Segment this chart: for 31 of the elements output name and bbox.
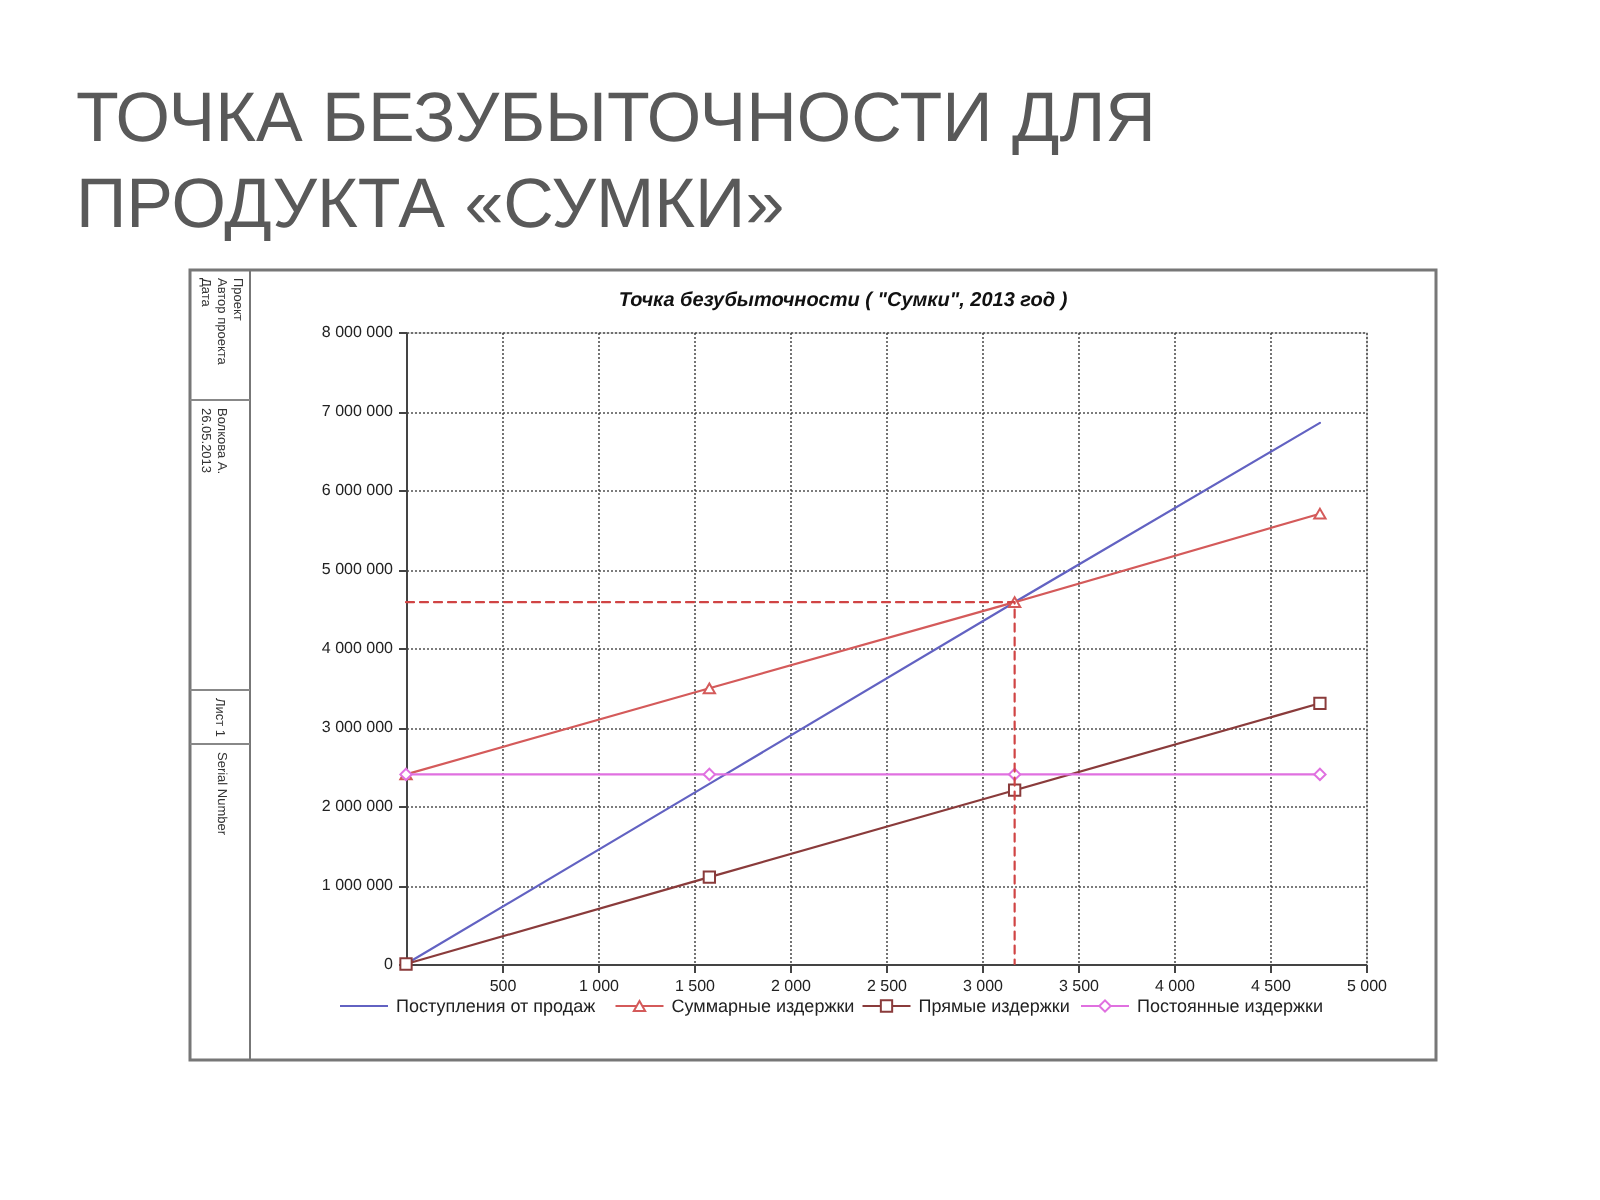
legend-label: Поступления от продаж <box>396 996 596 1016</box>
chart-subtitle: Точка безубыточности ( "Сумки", 2013 год ) <box>618 290 1069 312</box>
x-tick-label: 2 000 <box>770 977 813 995</box>
legend-label: Суммарные издержки <box>671 996 855 1016</box>
point <box>702 870 717 884</box>
y-tick-label: 3 000 000 <box>321 718 395 736</box>
x-tick-label: 1 500 <box>674 977 717 995</box>
point <box>1313 767 1327 782</box>
y-tick-label: 8 000 000 <box>321 323 395 341</box>
point <box>702 767 717 782</box>
x-tick-label: 500 <box>489 977 518 995</box>
y-tick-label: 7 000 000 <box>321 402 395 420</box>
x-tick-label: 4 500 <box>1250 977 1293 995</box>
point <box>1313 696 1327 710</box>
point <box>1313 507 1327 520</box>
y-tick-label: 2 000 000 <box>321 797 395 815</box>
y-tick-label: 4 000 000 <box>321 639 395 657</box>
chart-title: ТОЧКА БЕЗУБЫТОЧНОСТИ ДЛЯ ПРОДУКТА «СУМКИ» <box>76 78 1156 243</box>
y-tick-label: 0 <box>384 955 395 973</box>
x-tick-label: 1 000 <box>578 977 621 995</box>
y-tick-label: 1 000 000 <box>321 876 395 894</box>
legend-label: Постоянные издержки <box>1137 996 1323 1016</box>
x-tick-label: 2 500 <box>866 977 909 995</box>
y-tick-label: 6 000 000 <box>321 481 395 499</box>
y-tick-label: 5 000 000 <box>321 560 395 578</box>
x-tick-label: 3 000 <box>962 977 1005 995</box>
legend-label: Прямые издержки <box>918 996 1070 1016</box>
x-tick-label: 4 000 <box>1154 977 1197 995</box>
x-tick-label: 5 000 <box>1346 977 1389 995</box>
point <box>702 682 717 695</box>
x-tick-label: 3 500 <box>1058 977 1101 995</box>
